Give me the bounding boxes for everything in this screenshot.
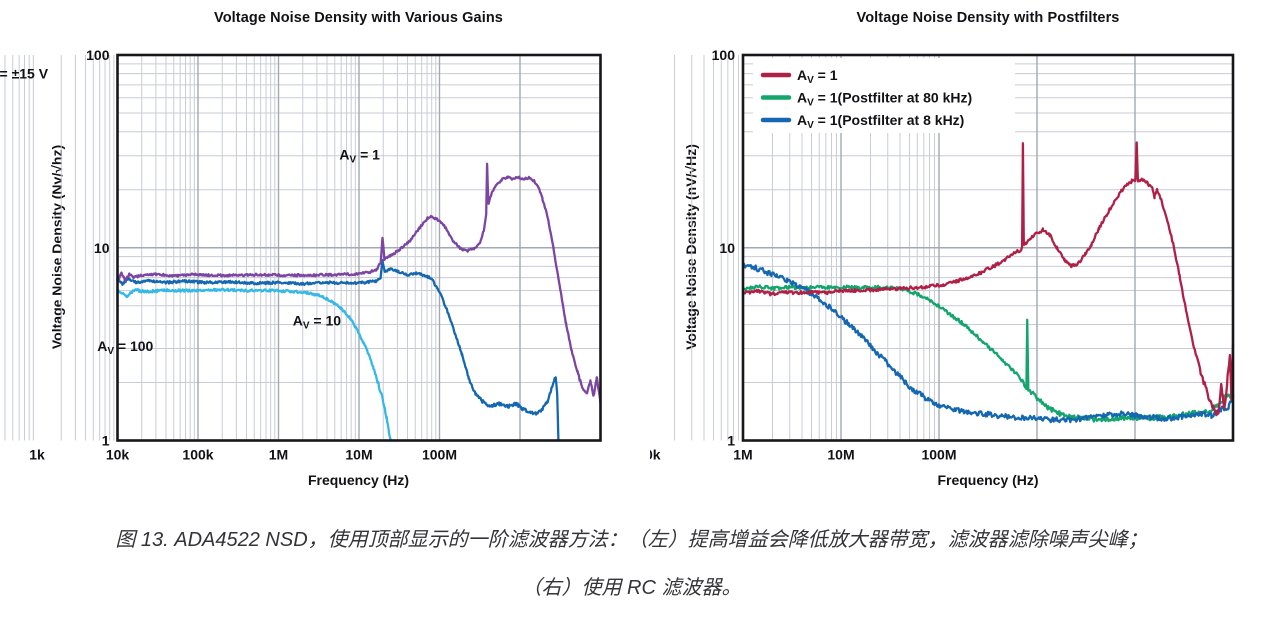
x-tick-label: 100M xyxy=(921,447,956,463)
x-tick-label: 100k xyxy=(650,447,661,463)
legend-item-label: AV = 1(Postfilter at 80 kHz) xyxy=(797,90,972,109)
legend: AV = 1 AV = 1(Postfilter at 80 kHz) AV = 1… xyxy=(753,58,1015,133)
plot-frame xyxy=(116,53,602,442)
caption-line-1: 图 13. ADA4522 NSD，使用顶部显示的一阶滤波器方法：（左）提高增益… xyxy=(115,529,1148,551)
right-chart-title: Voltage Noise Density with Postfilters xyxy=(856,10,1120,26)
series-blue-path xyxy=(116,259,560,442)
left-chart-plot: 1001k10k100k1M10M100M100101VSY = ±15 VAV… xyxy=(0,47,602,463)
grid xyxy=(4,55,601,441)
caption-line-2: （右）使用 RC 滤波器。 xyxy=(521,577,742,599)
series-crimson-path xyxy=(741,141,1235,417)
plot-frame xyxy=(741,53,1235,442)
x-tick-label: 1k xyxy=(29,447,45,463)
plot-annotation: VSY = ±15 V xyxy=(0,66,49,85)
plot-annotation: AV = 100 xyxy=(97,338,153,357)
x-tick-label: 10M xyxy=(827,447,854,463)
series-purple-path xyxy=(116,162,602,405)
y-tick-label: 10 xyxy=(94,240,110,256)
x-tick-label: 10M xyxy=(345,447,372,463)
series-cyan-path xyxy=(116,287,392,442)
right-chart-plot: 1k10k100k1M10M100M100101AV = 1AV = 1(Pos… xyxy=(650,47,1235,463)
plot-annotation: AV = 1 xyxy=(339,146,380,165)
legend-item-label: AV = 1(Postfilter at 8 kHz) xyxy=(797,112,964,131)
x-tick-label: 1M xyxy=(733,447,752,463)
series-blue-path xyxy=(741,262,1235,424)
y-tick-label: 100 xyxy=(86,47,110,63)
x-tick-label: 100M xyxy=(422,447,457,463)
left-chart-title: Voltage Noise Density with Various Gains xyxy=(214,10,503,26)
plot-annotation: AV = 10 xyxy=(293,312,342,331)
x-tick-label: 100k xyxy=(182,447,213,463)
x-tick-label: 1M xyxy=(269,447,288,463)
y-tick-label: 1 xyxy=(727,433,735,449)
legend-background xyxy=(753,58,1015,133)
legend-item-label: AV = 1 xyxy=(797,67,838,86)
figure-caption: 图 13. ADA4522 NSD，使用顶部显示的一阶滤波器方法：（左）提高增益… xyxy=(0,527,1263,601)
y-tick-label: 10 xyxy=(719,240,735,256)
right-x-axis-title: Frequency (Hz) xyxy=(937,472,1039,488)
y-tick-label: 100 xyxy=(712,47,736,63)
y-tick-label: 1 xyxy=(102,433,110,449)
left-x-axis-title: Frequency (Hz) xyxy=(307,472,410,488)
x-tick-label: 10k xyxy=(106,447,130,463)
